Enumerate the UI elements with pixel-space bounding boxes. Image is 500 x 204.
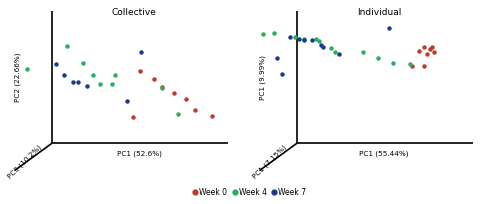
Text: Individual: Individual	[357, 8, 402, 17]
Legend: Week 0, Week 4, Week 7: Week 0, Week 4, Week 7	[191, 185, 309, 200]
Text: PC2 (22.66%): PC2 (22.66%)	[14, 52, 21, 102]
Text: PC1 (55.44%): PC1 (55.44%)	[359, 151, 408, 157]
Text: PC3 (10.2%): PC3 (10.2%)	[7, 144, 43, 180]
Text: Collective: Collective	[112, 8, 156, 17]
Text: PC1 (7.15%): PC1 (7.15%)	[252, 144, 288, 180]
Text: PC1 (52.6%): PC1 (52.6%)	[116, 151, 162, 157]
Text: PC1 (9.99%): PC1 (9.99%)	[260, 55, 266, 100]
